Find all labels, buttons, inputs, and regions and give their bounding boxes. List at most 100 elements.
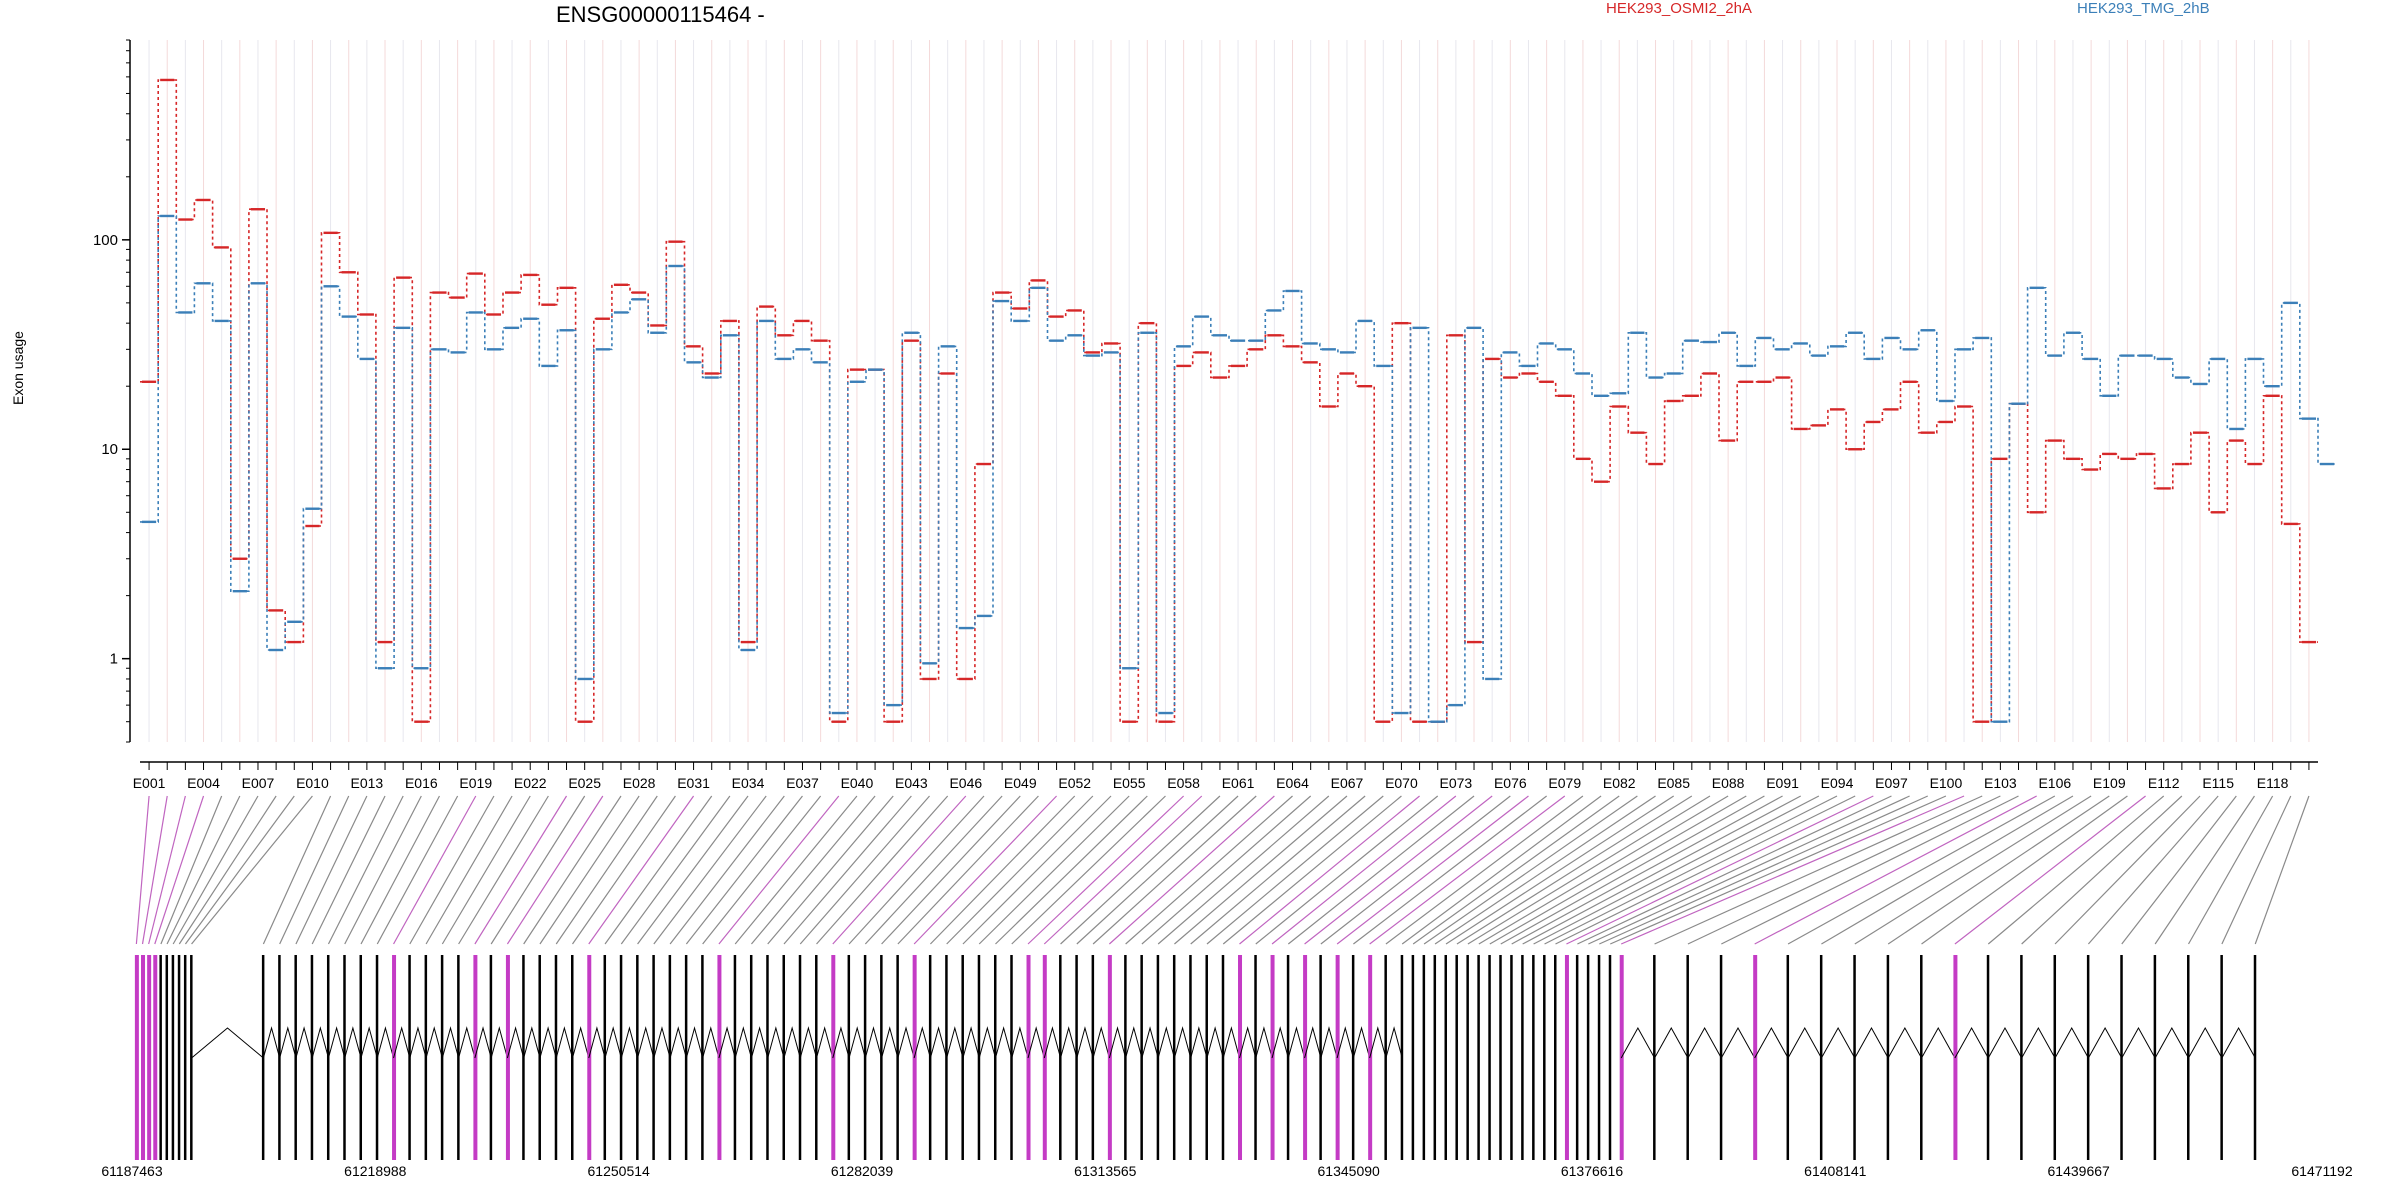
intron-line bbox=[604, 1026, 622, 1059]
intron-line bbox=[864, 1026, 883, 1059]
x-tick-label: E106 bbox=[2038, 775, 2071, 791]
x-tick-label: E112 bbox=[2148, 775, 2180, 791]
exon-box bbox=[171, 955, 175, 1160]
genomic-tick-label: 61439667 bbox=[2048, 1163, 2111, 1179]
genomic-tick-label: 61471192 bbox=[2291, 1163, 2352, 1179]
exon-box bbox=[147, 955, 152, 1160]
connector-line bbox=[295, 795, 368, 945]
connector-line bbox=[669, 795, 785, 945]
intron-line bbox=[962, 1026, 980, 1059]
intron-line bbox=[734, 1026, 752, 1059]
intron-line bbox=[750, 1026, 769, 1059]
intron-line bbox=[1060, 1026, 1078, 1059]
intron-line bbox=[2087, 1026, 2123, 1059]
intron-line bbox=[669, 1026, 687, 1059]
intron-line bbox=[881, 1026, 899, 1059]
genomic-coordinate-axis: 61187463 61218988 61250514 61282039 61313565… bbox=[101, 1163, 2352, 1179]
connector-line bbox=[1566, 795, 1874, 945]
intron-line bbox=[1754, 1026, 1789, 1059]
connector-line bbox=[1320, 795, 1511, 945]
x-tick-label: E004 bbox=[187, 775, 220, 791]
connector-line bbox=[1060, 795, 1221, 945]
connector-line bbox=[327, 795, 404, 945]
connector-line bbox=[734, 795, 858, 945]
x-tick-label: E073 bbox=[1440, 775, 1473, 791]
connector-line bbox=[604, 795, 713, 945]
exon-box bbox=[177, 955, 181, 1160]
x-tick-label: E067 bbox=[1331, 775, 1364, 791]
x-tick-label: E055 bbox=[1113, 775, 1146, 791]
connector-line bbox=[1011, 795, 1166, 945]
intron-line bbox=[799, 1026, 818, 1059]
intron-line bbox=[1287, 1026, 1306, 1059]
legend-entry-tmg: HEK293_TMG_2hB bbox=[2077, 0, 2210, 17]
connector-line bbox=[172, 795, 259, 945]
x-tick-label: E118 bbox=[2257, 775, 2289, 791]
connector-line bbox=[2021, 795, 2183, 945]
intron-line bbox=[409, 1026, 427, 1059]
intron-line bbox=[913, 1026, 931, 1059]
x-tick-label: E115 bbox=[2202, 775, 2234, 791]
connector-line bbox=[718, 795, 840, 945]
intron-line bbox=[897, 1026, 915, 1059]
connector-line bbox=[425, 795, 513, 945]
intron-line bbox=[1141, 1026, 1159, 1059]
intron-line bbox=[1352, 1026, 1371, 1059]
connector-line bbox=[2187, 795, 2274, 945]
intron-line bbox=[506, 1026, 525, 1059]
exon-box bbox=[1608, 955, 1612, 1160]
intron-line bbox=[191, 1027, 264, 1059]
exon-box bbox=[190, 955, 193, 1160]
exon-box bbox=[1586, 955, 1590, 1160]
connector-line bbox=[2254, 795, 2310, 945]
connector-line bbox=[1434, 795, 1656, 945]
series-line bbox=[140, 215, 2337, 723]
connector-line bbox=[1854, 795, 2092, 945]
genomic-tick-label: 61313565 bbox=[1074, 1163, 1137, 1179]
connector-line bbox=[1255, 795, 1439, 945]
connector-line bbox=[1222, 795, 1402, 945]
intron-line bbox=[490, 1026, 508, 1059]
connector-line bbox=[1271, 795, 1457, 945]
intron-line bbox=[393, 1026, 411, 1059]
connector-line bbox=[1423, 795, 1638, 945]
connector-line bbox=[178, 795, 277, 945]
x-tick-label: E013 bbox=[351, 775, 384, 791]
x-tick-label: E061 bbox=[1222, 775, 1255, 791]
connector-line bbox=[1369, 795, 1566, 945]
y-tick-label: 1 bbox=[110, 651, 118, 668]
intron-line bbox=[2188, 1026, 2223, 1059]
connector-line bbox=[555, 795, 658, 945]
connector-line bbox=[1174, 795, 1348, 945]
intron-line bbox=[1687, 1026, 1722, 1059]
exon-x-axis: E001 E004 E007 E010 E013 E016 E019 E022 E025 E028… bbox=[133, 761, 2318, 791]
exon-box bbox=[165, 955, 169, 1160]
intron-line bbox=[816, 1026, 834, 1059]
connector-line bbox=[376, 795, 459, 945]
connector-line bbox=[995, 795, 1148, 945]
intron-line bbox=[1027, 1026, 1045, 1059]
exon-box bbox=[1575, 955, 1579, 1160]
exon-box bbox=[141, 955, 146, 1160]
genomic-tick-label: 61250514 bbox=[588, 1163, 651, 1179]
intron-line bbox=[1157, 1026, 1175, 1059]
connector-line bbox=[1336, 795, 1529, 945]
x-tick-label: E037 bbox=[786, 775, 819, 791]
x-tick-label: E091 bbox=[1766, 775, 1799, 791]
connector-line bbox=[897, 795, 1039, 945]
x-tick-label: E040 bbox=[841, 775, 874, 791]
intron-line bbox=[1620, 1026, 1656, 1059]
connector-line bbox=[848, 795, 985, 945]
x-tick-label: E007 bbox=[242, 775, 275, 791]
intron-line bbox=[555, 1026, 573, 1059]
intron-line bbox=[344, 1026, 362, 1059]
chart-title: ENSG00000115464 - bbox=[556, 2, 765, 27]
intron-line bbox=[1108, 1026, 1127, 1059]
connector-line bbox=[1445, 795, 1675, 945]
exon-box bbox=[1488, 955, 1491, 1160]
connector-line bbox=[913, 795, 1058, 945]
connector-line bbox=[1533, 795, 1820, 945]
connector-line bbox=[393, 795, 477, 945]
connector-line bbox=[1206, 795, 1384, 945]
